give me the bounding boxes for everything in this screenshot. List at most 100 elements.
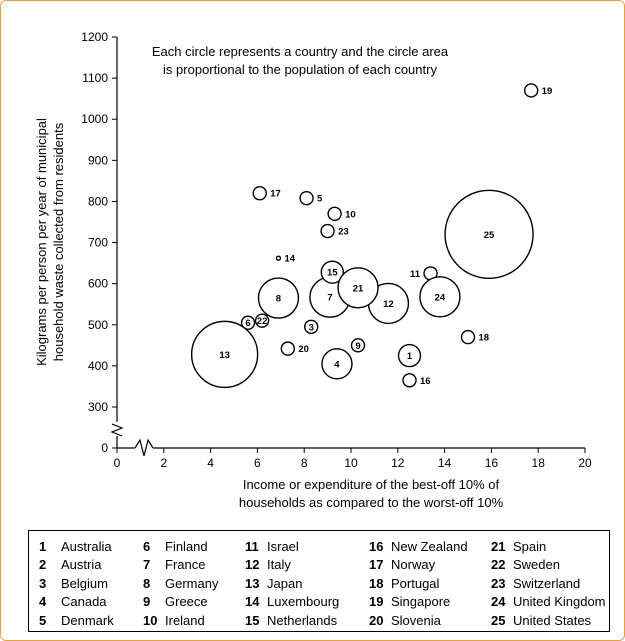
y-tick-label: 600: [88, 277, 108, 291]
legend-item: 20 Slovenia: [369, 611, 468, 630]
legend-country-name: Slovenia: [391, 612, 441, 628]
bubble-label: 16: [420, 376, 431, 387]
legend-number: 6: [143, 538, 151, 554]
legend-item: 1 Australia: [39, 537, 114, 556]
x-tick-label: 0: [114, 456, 121, 470]
legend-country-name: Spain: [513, 538, 547, 554]
x-axis-title-line-2: households as compared to the worst-off …: [239, 495, 504, 510]
legend-number: 24: [491, 594, 506, 610]
country-legend: 1 Australia 2 Austria 3 Belgium 4 Canada 5 Denmar…: [28, 530, 610, 632]
bubble-denmark: [299, 190, 314, 206]
x-tick-label: 16: [485, 456, 499, 470]
x-tick-label: 6: [254, 456, 261, 470]
y-tick-label: 1100: [82, 71, 108, 85]
legend-country-name: Finland: [165, 538, 208, 554]
bubble-label: 8: [276, 294, 281, 305]
legend-country-name: Sweden: [513, 557, 560, 573]
legend-country-name: United Kingdom: [513, 594, 606, 610]
bubble-finland: [240, 315, 256, 330]
bubble-australia: [397, 343, 422, 368]
x-tick-label: 4: [207, 456, 214, 470]
legend-number: 7: [143, 557, 151, 573]
legend-number: 8: [143, 575, 151, 591]
legend-item: 14 Luxembourg: [245, 593, 339, 612]
bubble-spain: [337, 267, 379, 309]
legend-column: 21 Spain 22 Sweden 23 Switzerland 24 United Kin…: [491, 537, 606, 630]
bubble-new-zealand: [402, 373, 417, 388]
bubbles: 1234567891011121314151617181920212223242…: [190, 83, 553, 389]
chart-note-line-2: is proportional to the population of eac…: [163, 62, 437, 77]
bubble-label: 15: [327, 268, 338, 279]
axes: [110, 36, 586, 457]
legend-item: 23 Switzerland: [491, 574, 606, 593]
legend-country-name: France: [165, 557, 206, 573]
bubble-norway: [252, 186, 267, 201]
legend-item: 9 Greece: [143, 593, 218, 612]
bubble-label: 9: [355, 341, 360, 352]
legend-item: 12 Italy: [245, 556, 339, 575]
bubble-label: 17: [270, 189, 281, 200]
y-axis-break-mark: [110, 423, 124, 437]
legend-number: 14: [245, 594, 260, 610]
bubble-united-kingdom: [419, 276, 461, 318]
legend-country-name: New Zealand: [391, 538, 468, 554]
legend-country-name: Belgium: [61, 575, 108, 591]
y-tick-label: 0: [101, 441, 108, 455]
bubble-label: 22: [257, 316, 268, 327]
legend-item: 22 Sweden: [491, 556, 606, 575]
legend-column: 11 Israel 12 Italy 13 Japan 14 Luxembourg 15 Neth…: [245, 537, 339, 630]
y-axis-title-line-1: Kilograms per person per year of municip…: [34, 118, 49, 366]
legend-country-name: Portugal: [391, 575, 440, 591]
bubble-label: 6: [245, 318, 250, 329]
bubble-belgium: [304, 319, 319, 335]
legend-item: 18 Portugal: [369, 574, 468, 593]
bubble-portugal: [460, 329, 476, 345]
legend-country-name: Norway: [391, 557, 436, 573]
bubble-label: 4: [334, 359, 340, 370]
legend-item: 2 Austria: [39, 556, 114, 575]
y-tick-label: 800: [88, 194, 108, 208]
bubble-ireland: [327, 206, 342, 221]
legend-item: 7 France: [143, 556, 218, 575]
bubble-greece: [350, 338, 366, 353]
legend-number: 9: [143, 594, 151, 610]
y-tick-label: 500: [88, 318, 108, 332]
x-tick-label: 10: [344, 456, 358, 470]
x-tick-label: 8: [301, 456, 308, 470]
x-tick-label: 18: [532, 456, 546, 470]
legend-number: 15: [245, 612, 260, 628]
legend-number: 11: [245, 538, 259, 554]
legend-country-name: Israel: [267, 538, 299, 554]
y-tick-label: 300: [88, 400, 108, 414]
legend-item: 15 Netherlands: [245, 611, 339, 630]
x-tick-label: 2: [160, 456, 167, 470]
legend-column: 1 Australia 2 Austria 3 Belgium 4 Canada 5 Denmar…: [39, 537, 114, 630]
x-tick-label: 20: [578, 456, 592, 470]
bubble-label: 19: [542, 86, 553, 97]
legend-country-name: Japan: [267, 575, 303, 591]
legend-country-name: Singapore: [391, 594, 451, 610]
legend-country-name: Ireland: [165, 612, 205, 628]
legend-number: 17: [369, 557, 384, 573]
bubble-sweden: [254, 313, 270, 328]
legend-number: 19: [369, 594, 384, 610]
legend-item: 3 Belgium: [39, 574, 114, 593]
bubble-singapore: [523, 83, 539, 98]
y-axis-title-line-2: household waste collected from residents: [51, 122, 66, 361]
legend-item: 21 Spain: [491, 537, 606, 556]
bubble-label: 5: [317, 194, 323, 205]
bubble-label: 24: [435, 292, 446, 303]
x-axis-break-mark: [134, 438, 154, 457]
bubble-netherlands: [320, 260, 344, 284]
bubble-canada: [321, 348, 353, 380]
legend-item: 10 Ireland: [143, 611, 218, 630]
chart-note-line-1: Each circle represents a country and the…: [152, 44, 449, 59]
legend-number: 22: [491, 557, 506, 573]
legend-number: 5: [39, 612, 47, 628]
bubble-label: 3: [309, 322, 314, 333]
legend-number: 10: [143, 612, 158, 628]
y-tick-label: 400: [88, 359, 108, 373]
bubble-label: 23: [338, 227, 349, 238]
